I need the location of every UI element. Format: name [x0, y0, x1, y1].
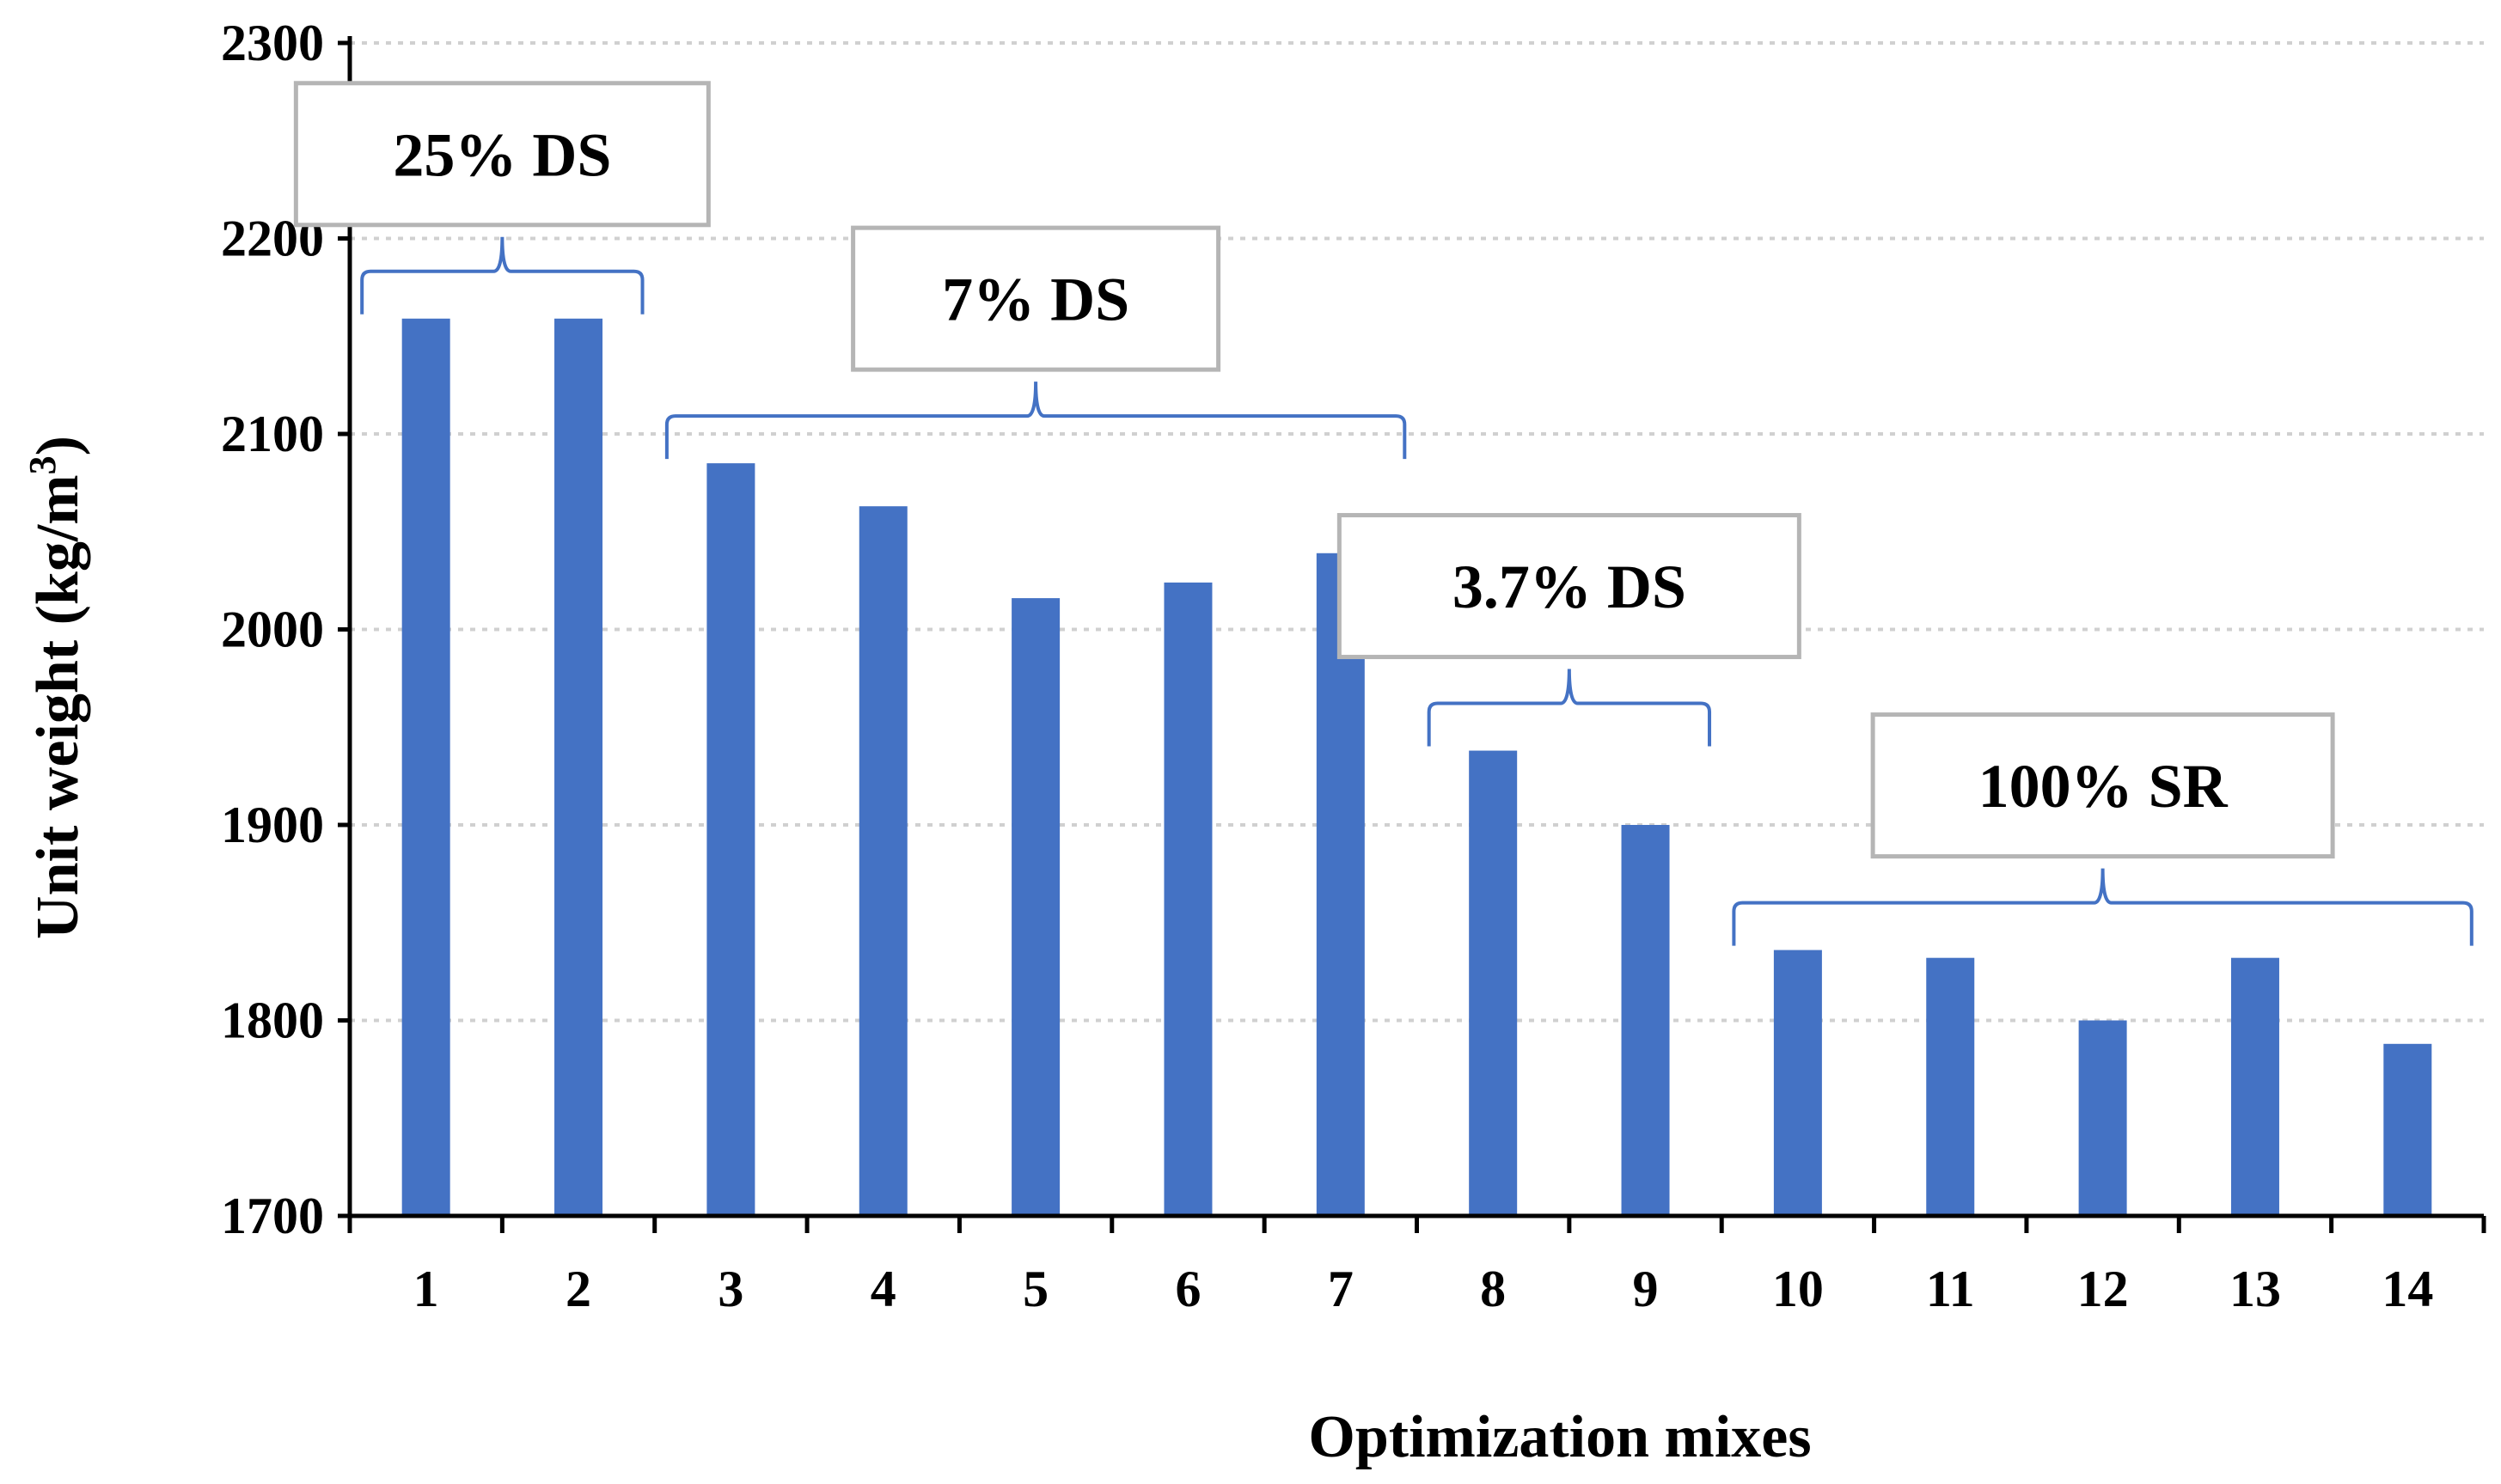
bar-13	[2230, 957, 2279, 1216]
bar-11	[1926, 957, 1975, 1216]
y-axis-label-close: )	[25, 436, 91, 455]
x-tick-labels: 1 2 3 4 5 6 7 8 9 10 11 12 13 14	[413, 1261, 2434, 1317]
annotation-label: 25% DS	[393, 120, 611, 189]
y-tick-label: 2300	[221, 15, 324, 71]
y-tick-label: 2100	[221, 406, 324, 462]
y-tick-label: 2000	[221, 602, 324, 658]
x-tick-label: 6	[1175, 1261, 1201, 1317]
x-tick-label: 8	[1480, 1261, 1506, 1317]
bar-7	[1316, 553, 1365, 1216]
annotation-label: 7% DS	[942, 266, 1129, 334]
x-axis-label: Optimization mixes	[1308, 1404, 1811, 1470]
x-tick-label: 14	[2382, 1261, 2433, 1317]
annotation-box	[1870, 712, 2335, 859]
x-tick-label: 3	[718, 1261, 743, 1317]
bar-4	[859, 506, 908, 1216]
annotation-label: 100% SR	[1978, 752, 2229, 821]
x-tick-label: 5	[1023, 1261, 1049, 1317]
x-tick-label: 2	[566, 1261, 591, 1317]
group-annotations: 25% DS 7% DS 3.7% DS 100% SR	[293, 81, 2473, 946]
y-axis-label-superscript: 3	[21, 455, 64, 474]
bar-3	[706, 463, 755, 1216]
bar-2	[554, 318, 603, 1216]
y-tick-label: 1700	[221, 1188, 324, 1244]
axes	[338, 36, 2486, 1233]
x-tick-label: 10	[1772, 1261, 1824, 1317]
y-tick-label: 1900	[221, 797, 324, 853]
y-tick-label: 1800	[221, 992, 324, 1049]
bar-1	[401, 318, 450, 1216]
x-tick-label: 1	[413, 1261, 439, 1317]
bar-6	[1164, 582, 1213, 1216]
x-tick-label: 7	[1328, 1261, 1354, 1317]
x-tick-label: 11	[1926, 1261, 1975, 1317]
bar-14	[2383, 1043, 2432, 1216]
group-brace	[1732, 868, 2473, 946]
x-tick-label: 13	[2229, 1261, 2281, 1317]
bar-9	[1621, 825, 1670, 1216]
bars	[401, 318, 2432, 1216]
group-brace	[1427, 669, 1712, 747]
annotation-box	[1336, 513, 1801, 660]
x-tick-label: 9	[1633, 1261, 1659, 1317]
group-brace	[664, 382, 1407, 460]
annotation-box	[851, 225, 1221, 372]
y-axis-label-main: Unit weight (kg/m	[25, 474, 91, 939]
x-tick-label: 4	[871, 1261, 896, 1317]
bar-10	[1773, 950, 1822, 1216]
annotation-box	[293, 81, 711, 228]
annotation-label: 3.7% DS	[1452, 553, 1686, 621]
x-tick-label: 12	[2077, 1261, 2129, 1317]
bar-5	[1012, 598, 1061, 1216]
y-axis-label: Unit weight (kg/m3)	[21, 436, 91, 939]
group-brace	[360, 236, 645, 315]
bar-8	[1469, 750, 1518, 1216]
bar-12	[2078, 1020, 2127, 1216]
